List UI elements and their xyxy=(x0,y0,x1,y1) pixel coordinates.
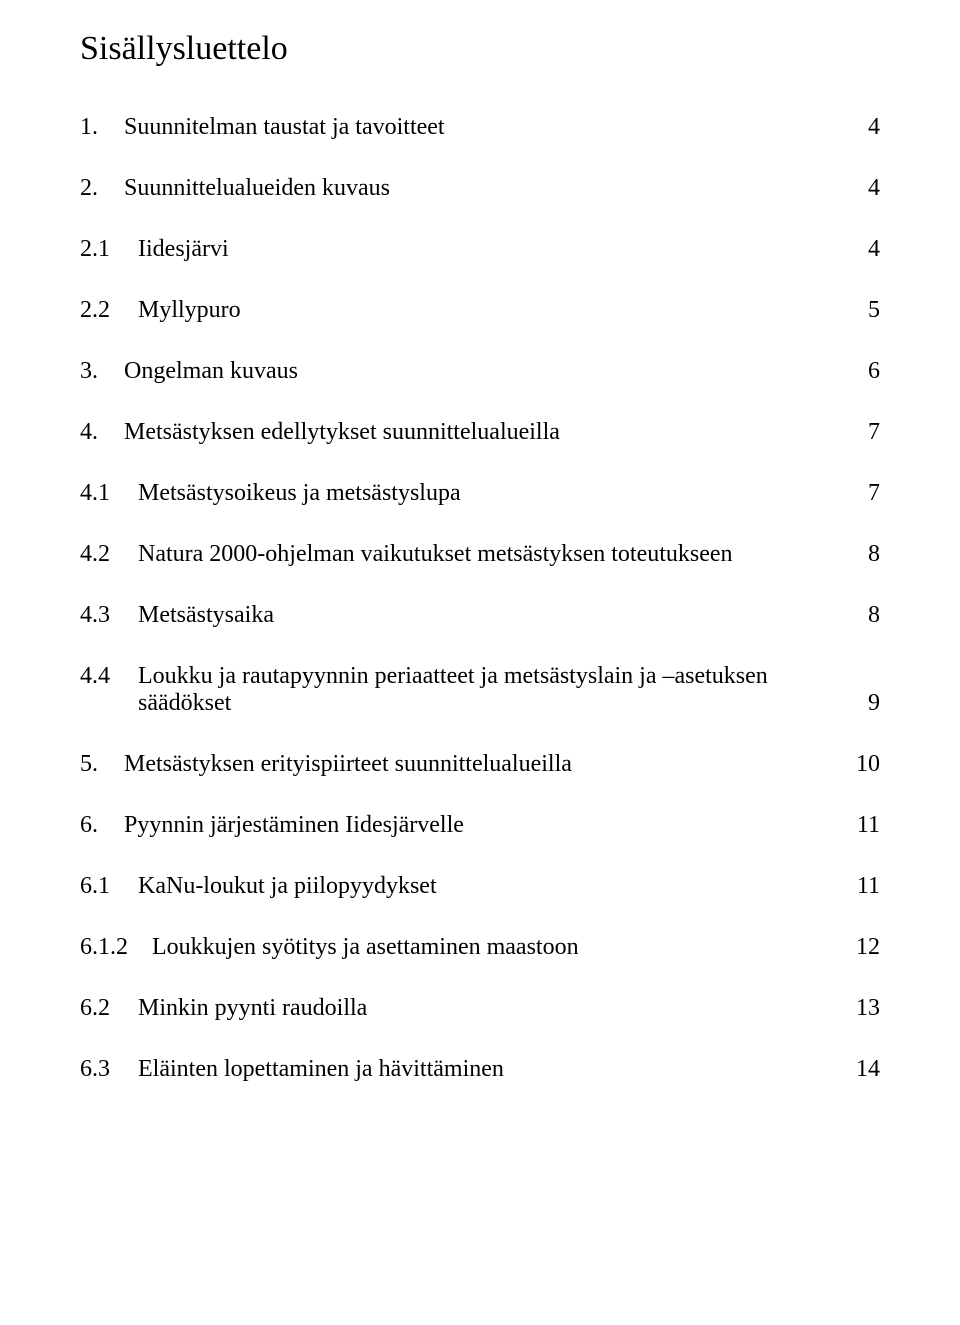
toc-entry: 3. Ongelman kuvaus 6 xyxy=(80,358,880,385)
toc-page: 6 xyxy=(866,358,880,385)
toc-page: 11 xyxy=(855,873,880,900)
toc-label: KaNu-loukut ja piilopyydykset xyxy=(138,873,437,900)
toc-label: Suunnitelman taustat ja tavoitteet xyxy=(124,114,445,141)
toc-number: 4.3 xyxy=(80,602,138,629)
toc-page: 10 xyxy=(854,751,880,778)
toc-page: 9 xyxy=(866,690,880,717)
toc-entry: 4.4 Loukku ja rautapyynnin periaatteet j… xyxy=(80,663,880,717)
toc-entry: 6. Pyynnin järjestäminen Iidesjärvelle 1… xyxy=(80,812,880,839)
toc-number: 6.1.2 xyxy=(80,934,152,961)
toc-entry: 4.2 Natura 2000-ohjelman vaikutukset met… xyxy=(80,541,880,568)
toc-label: Minkin pyynti raudoilla xyxy=(138,995,367,1022)
toc-entry: 6.2 Minkin pyynti raudoilla 13 xyxy=(80,995,880,1022)
toc-label: Ongelman kuvaus xyxy=(124,358,298,385)
toc-number: 5. xyxy=(80,751,124,778)
toc-entry: 2.1 Iidesjärvi 4 xyxy=(80,236,880,263)
toc-number: 2.1 xyxy=(80,236,138,263)
toc-number: 1. xyxy=(80,114,124,141)
toc-entry: 4.3 Metsästysaika 8 xyxy=(80,602,880,629)
toc-entry: 6.1 KaNu-loukut ja piilopyydykset 11 xyxy=(80,873,880,900)
toc-number: 6.2 xyxy=(80,995,138,1022)
toc-label: Pyynnin järjestäminen Iidesjärvelle xyxy=(124,812,464,839)
toc-number: 3. xyxy=(80,358,124,385)
toc-page: 13 xyxy=(854,995,880,1022)
toc-number: 4.1 xyxy=(80,480,138,507)
toc-number: 4. xyxy=(80,419,124,446)
toc-entry: 6.3 Eläinten lopettaminen ja hävittämine… xyxy=(80,1056,880,1083)
toc-number: 6. xyxy=(80,812,124,839)
toc-page: 11 xyxy=(855,812,880,839)
toc-number: 2. xyxy=(80,175,124,202)
toc-page: 4 xyxy=(866,236,880,263)
toc-label: Metsästysaika xyxy=(138,602,274,629)
toc-label: Metsästysoikeus ja metsästyslupa xyxy=(138,480,461,507)
toc-page: 4 xyxy=(866,175,880,202)
toc-label: Loukkujen syötitys ja asettaminen maasto… xyxy=(152,934,579,961)
toc-entry: 6.1.2 Loukkujen syötitys ja asettaminen … xyxy=(80,934,880,961)
toc-entry: 1. Suunnitelman taustat ja tavoitteet 4 xyxy=(80,114,880,141)
toc-label: Iidesjärvi xyxy=(138,236,229,263)
toc-label: Eläinten lopettaminen ja hävittäminen xyxy=(138,1056,504,1083)
toc-label: Loukku ja rautapyynnin periaatteet ja me… xyxy=(138,663,768,690)
toc-number: 6.1 xyxy=(80,873,138,900)
page-title: Sisällysluettelo xyxy=(80,30,880,68)
toc-page: 5 xyxy=(866,297,880,324)
toc-number: 2.2 xyxy=(80,297,138,324)
toc-number: 4.2 xyxy=(80,541,138,568)
toc-number: 6.3 xyxy=(80,1056,138,1083)
toc-label: Myllypuro xyxy=(138,297,241,324)
toc-page: 14 xyxy=(854,1056,880,1083)
toc-page: 7 xyxy=(866,480,880,507)
toc-label: Natura 2000-ohjelman vaikutukset metsäst… xyxy=(138,541,733,568)
toc-entry: 2.2 Myllypuro 5 xyxy=(80,297,880,324)
toc-entry: 2. Suunnittelualueiden kuvaus 4 xyxy=(80,175,880,202)
toc-page: 7 xyxy=(866,419,880,446)
toc-label-cont: säädökset xyxy=(138,690,231,717)
toc-page: 12 xyxy=(854,934,880,961)
toc-label: Suunnittelualueiden kuvaus xyxy=(124,175,390,202)
toc-entry: 5. Metsästyksen erityispiirteet suunnitt… xyxy=(80,751,880,778)
toc-page: 4 xyxy=(866,114,880,141)
toc-entry: 4. Metsästyksen edellytykset suunnittelu… xyxy=(80,419,880,446)
toc-page: 8 xyxy=(866,541,880,568)
toc-label: Metsästyksen edellytykset suunnittelualu… xyxy=(124,419,560,446)
toc-number: 4.4 xyxy=(80,663,138,690)
toc-label: Metsästyksen erityispiirteet suunnittelu… xyxy=(124,751,572,778)
toc-page: 8 xyxy=(866,602,880,629)
toc-entry: 4.1 Metsästysoikeus ja metsästyslupa 7 xyxy=(80,480,880,507)
